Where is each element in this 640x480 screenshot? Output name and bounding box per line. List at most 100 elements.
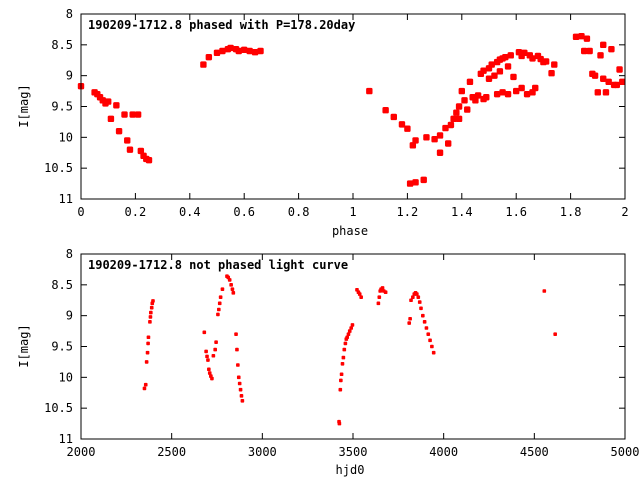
phased-data-point xyxy=(455,115,463,123)
phased-data-point xyxy=(542,58,550,65)
phased-data-point xyxy=(488,61,495,68)
phased-y-tick-label: 10 xyxy=(59,130,73,144)
unphased-plot-frame xyxy=(80,253,626,440)
phased-data-point xyxy=(496,68,504,75)
unphased-data-point xyxy=(234,332,238,336)
phased-chart: 0 0.2 0.4 0.6 0.8 1 1.2 1.4 1.6 1.8 2 8 8.5 9 9.5 10 10.… xyxy=(17,7,629,238)
unphased-data-point xyxy=(417,300,422,304)
phased-data-point xyxy=(485,75,493,82)
phased-data-point xyxy=(586,47,593,55)
phased-data-point xyxy=(464,106,471,113)
unphased-data-point xyxy=(207,367,211,372)
unphased-y-tick-label: 8 xyxy=(66,247,73,261)
unphased-data-point xyxy=(408,316,412,321)
phased-data-point xyxy=(366,87,373,95)
phased-x-tick-label: 1.8 xyxy=(560,205,582,219)
phased-y-tick-label: 10.5 xyxy=(44,161,73,175)
unphased-data-point xyxy=(149,305,154,310)
phased-data-point xyxy=(474,92,482,99)
unphased-data-point xyxy=(349,326,353,330)
phased-data-point xyxy=(205,53,213,61)
unphased-data-point xyxy=(409,298,413,303)
unphased-data-point xyxy=(146,335,151,340)
phased-data-point xyxy=(518,84,525,92)
phased-x-tick-label: 0.8 xyxy=(288,205,310,219)
phased-data-point xyxy=(431,135,438,143)
phased-x-tick-label: 0.6 xyxy=(233,205,255,219)
unphased-data-point xyxy=(411,295,415,299)
phased-data-point xyxy=(436,132,444,139)
unphased-y-tick-label: 9.5 xyxy=(51,340,73,354)
phased-data-point xyxy=(200,61,207,68)
unphased-data-point xyxy=(337,421,342,426)
phased-data-point xyxy=(105,98,112,105)
phased-ticks: 0 0.2 0.4 0.6 0.8 1 1.2 1.4 1.6 1.8 2 8 8.5 9 9.5 10 10.… xyxy=(44,7,629,219)
phased-data-point xyxy=(134,111,142,118)
phased-data-point xyxy=(523,90,531,98)
phased-plot-frame xyxy=(80,13,626,200)
unphased-data-point xyxy=(204,349,208,354)
phased-data-point xyxy=(529,55,536,62)
phased-data-point xyxy=(581,47,588,55)
phased-data-point xyxy=(453,109,460,116)
phased-data-point xyxy=(548,70,555,77)
phased-data-point xyxy=(213,49,221,57)
phased-data-point xyxy=(466,78,474,86)
phased-data-point xyxy=(145,156,153,164)
phased-data-point xyxy=(412,137,419,144)
phased-data-point xyxy=(241,46,248,53)
phased-data-point xyxy=(472,97,479,104)
unphased-x-tick-label: 4500 xyxy=(520,445,549,459)
unphased-x-tick-label: 3500 xyxy=(339,445,368,459)
phased-x-tick-label: 1.6 xyxy=(505,205,527,219)
phased-data-point xyxy=(600,75,607,82)
unphased-data-point xyxy=(430,344,434,349)
unphased-data-point xyxy=(149,310,153,315)
phased-data-point xyxy=(597,52,604,59)
unphased-data-point xyxy=(217,307,221,312)
unphased-y-tick-label: 10.5 xyxy=(44,401,73,415)
unphased-data-point xyxy=(205,354,209,359)
unphased-data-point xyxy=(220,287,225,291)
unphased-data-point xyxy=(211,353,216,358)
phased-data-point xyxy=(404,125,411,132)
phased-y-tick-label: 9 xyxy=(66,69,73,83)
unphased-data-point xyxy=(339,372,344,377)
unphased-data-point xyxy=(148,315,153,319)
unphased-chart: 2000 2500 3000 3500 4000 4500 5000 8 8.5 9 9.5 10 10… xyxy=(17,247,639,477)
unphased-data-point xyxy=(376,301,381,306)
phased-x-tick-label: 1 xyxy=(349,205,356,219)
phased-data-point xyxy=(591,72,599,79)
phased-data-point xyxy=(398,121,406,128)
unphased-data-point xyxy=(340,361,345,366)
phased-data-point xyxy=(608,45,615,53)
unphased-x-tick-label: 3000 xyxy=(248,445,277,459)
phased-data-point xyxy=(406,180,414,187)
unphased-data-point xyxy=(235,347,239,352)
phased-data-point xyxy=(126,146,134,153)
phased-data-point xyxy=(461,97,468,104)
phased-data-point xyxy=(504,63,512,70)
phased-data-point xyxy=(613,81,621,89)
unphased-y-tick-label: 8.5 xyxy=(51,278,73,292)
unphased-data-point xyxy=(207,371,212,375)
unphased-data-point xyxy=(237,381,242,386)
unphased-data-point xyxy=(341,355,346,360)
unphased-ticks: 2000 2500 3000 3500 4000 4500 5000 8 8.5 9 9.5 10 10… xyxy=(44,247,639,459)
unphased-y-tick-label: 11 xyxy=(59,432,73,446)
phased-y-axis-title: I[mag] xyxy=(17,84,31,127)
unphased-points xyxy=(142,274,557,426)
unphased-data-point xyxy=(422,320,427,324)
phased-y-tick-label: 11 xyxy=(59,192,73,206)
phased-data-point xyxy=(137,147,145,155)
unphased-data-point xyxy=(145,350,150,355)
unphased-data-point xyxy=(357,292,362,296)
unphased-data-point xyxy=(338,387,343,392)
unphased-data-point xyxy=(416,295,421,299)
phased-data-point xyxy=(436,149,444,156)
phased-data-point xyxy=(246,47,253,55)
phased-data-point xyxy=(450,115,457,123)
phased-data-point xyxy=(382,107,389,114)
phased-data-point xyxy=(532,84,539,92)
